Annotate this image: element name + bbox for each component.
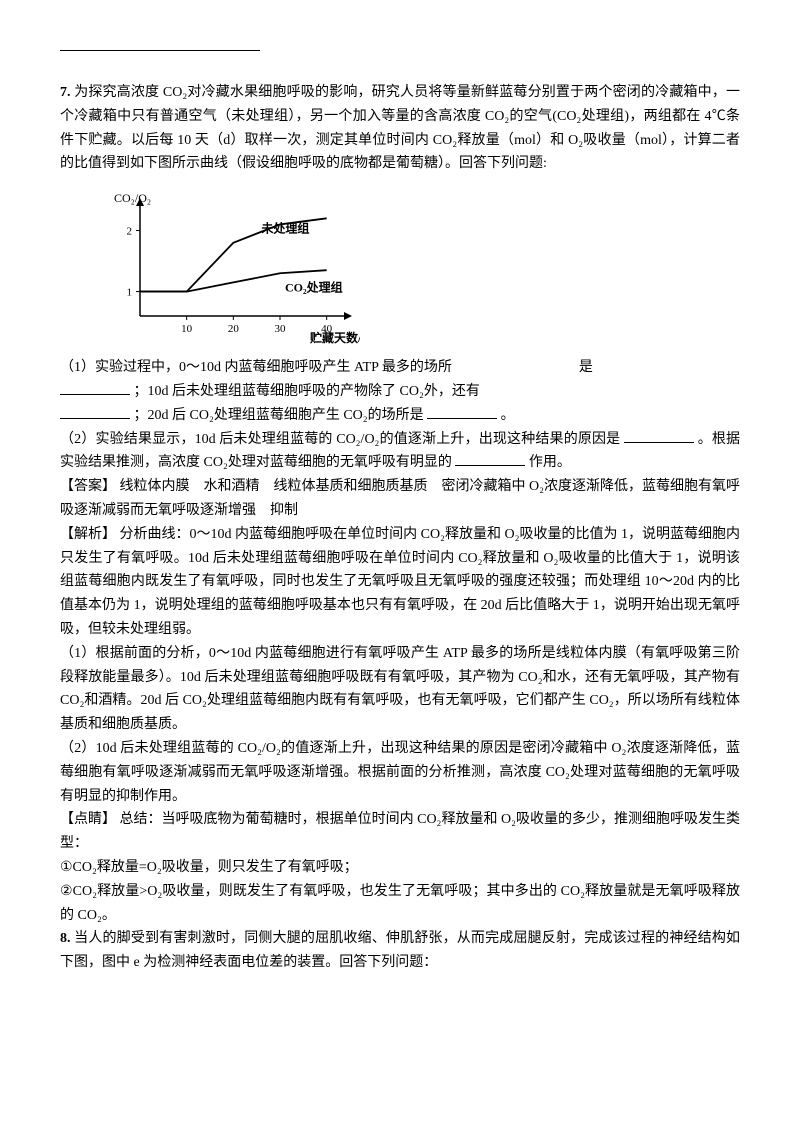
- svg-text:未处理组: 未处理组: [260, 221, 309, 236]
- q8-intro: 8. 当人的脚受到有害刺激时，同侧大腿的屈肌收缩、伸肌舒张，从而完成屈腿反射，完…: [60, 927, 740, 975]
- header-rule: [60, 50, 260, 51]
- q7-p1a-end: 是: [579, 360, 593, 375]
- blank-2: [60, 404, 130, 419]
- tip-text: 总结：当呼吸底物为葡萄糖时，根据单位时间内 CO₂释放量和 O₂吸收量的多少，推…: [60, 812, 740, 851]
- q7-p1c: ；20d 后 CO₂处理组蓝莓细胞产生 CO₂的场所是: [134, 408, 424, 423]
- answer-text: 线粒体内膜 水和酒精 线粒体基质和细胞质基质 密闭冷藏箱中 O₂浓度逐渐降低，蓝…: [60, 479, 740, 518]
- q8-intro-text: 当人的脚受到有害刺激时，同侧大腿的屈肌收缩、伸肌舒张，从而完成屈腿反射，完成该过…: [60, 931, 740, 970]
- blank-4: [624, 428, 694, 443]
- tip-item-2: ②CO₂释放量>O₂吸收量，则既发生了有氧呼吸，也发生了无氧呼吸；其中多出的 C…: [60, 880, 740, 928]
- svg-text:CO₂/O₂: CO₂/O₂: [114, 191, 151, 205]
- svg-text:30: 30: [275, 323, 287, 335]
- analysis-text: 分析曲线：0～10d 内蓝莓细胞呼吸在单位时间内 CO₂释放量和 O₂吸收量的比…: [60, 527, 740, 637]
- analysis-p1: （1）根据前面的分析，0～10d 内蓝莓细胞进行有氧呼吸产生 ATP 最多的场所…: [60, 642, 740, 737]
- q7-p1a: （1）实验过程中，0～10d 内蓝莓细胞呼吸产生 ATP 最多的场所: [60, 360, 452, 375]
- blank-3: [427, 404, 497, 419]
- svg-text:贮藏天数/d: 贮藏天数/d: [309, 330, 360, 345]
- blank-1: [60, 380, 130, 395]
- q7-p1b: ；10d 后未处理组蓝莓细胞呼吸的产物除了 CO₂外，还有: [134, 384, 480, 399]
- q7-intro-text: 为探究高浓度 CO₂对冷藏水果细胞呼吸的影响，研究人员将等量新鲜蓝莓分别置于两个…: [60, 85, 740, 171]
- answer-block: 【答案】 线粒体内膜 水和酒精 线粒体基质和细胞质基质 密闭冷藏箱中 O₂浓度逐…: [60, 475, 740, 523]
- q7-p2b-end: 作用。: [529, 455, 571, 470]
- svg-text:1: 1: [127, 287, 133, 299]
- q7-number: 7.: [60, 85, 71, 100]
- blank-5: [455, 451, 525, 466]
- q7-intro: 7. 为探究高浓度 CO₂对冷藏水果细胞呼吸的影响，研究人员将等量新鲜蓝莓分别置…: [60, 81, 740, 176]
- analysis-p2: （2）10d 后未处理组蓝莓的 CO₂/O₂的值逐渐上升，出现这种结果的原因是密…: [60, 737, 740, 808]
- q7-part2: （2）实验结果显示，10d 后未处理组蓝莓的 CO₂/O₂的值逐渐上升，出现这种…: [60, 428, 740, 476]
- svg-text:CO₂处理组: CO₂处理组: [285, 279, 343, 294]
- chart-container: 12CO₂/O₂10203040贮藏天数/d未处理组CO₂处理组: [100, 186, 740, 346]
- svg-text:20: 20: [228, 323, 240, 335]
- line-chart: 12CO₂/O₂10203040贮藏天数/d未处理组CO₂处理组: [100, 186, 360, 346]
- q7-p2a: （2）实验结果显示，10d 后未处理组蓝莓的 CO₂/O₂的值逐渐上升，出现这种…: [60, 432, 620, 447]
- q7-p1c-end: 。: [501, 408, 515, 423]
- page-content: 7. 为探究高浓度 CO₂对冷藏水果细胞呼吸的影响，研究人员将等量新鲜蓝莓分别置…: [0, 0, 800, 1015]
- svg-text:2: 2: [127, 226, 133, 238]
- analysis-block: 【解析】 分析曲线：0～10d 内蓝莓细胞呼吸在单位时间内 CO₂释放量和 O₂…: [60, 523, 740, 642]
- q8-number: 8.: [60, 931, 71, 946]
- q7-part1: （1）实验过程中，0～10d 内蓝莓细胞呼吸产生 ATP 最多的场所 是 ；10…: [60, 356, 740, 427]
- answer-label: 【答案】: [60, 479, 116, 494]
- tip-block: 【点睛】 总结：当呼吸底物为葡萄糖时，根据单位时间内 CO₂释放量和 O₂吸收量…: [60, 808, 740, 856]
- tip-item-1: ①CO₂释放量=O₂吸收量，则只发生了有氧呼吸；: [60, 856, 740, 880]
- svg-text:10: 10: [181, 323, 193, 335]
- tip-label: 【点睛】: [60, 812, 116, 827]
- analysis-label: 【解析】: [60, 527, 116, 542]
